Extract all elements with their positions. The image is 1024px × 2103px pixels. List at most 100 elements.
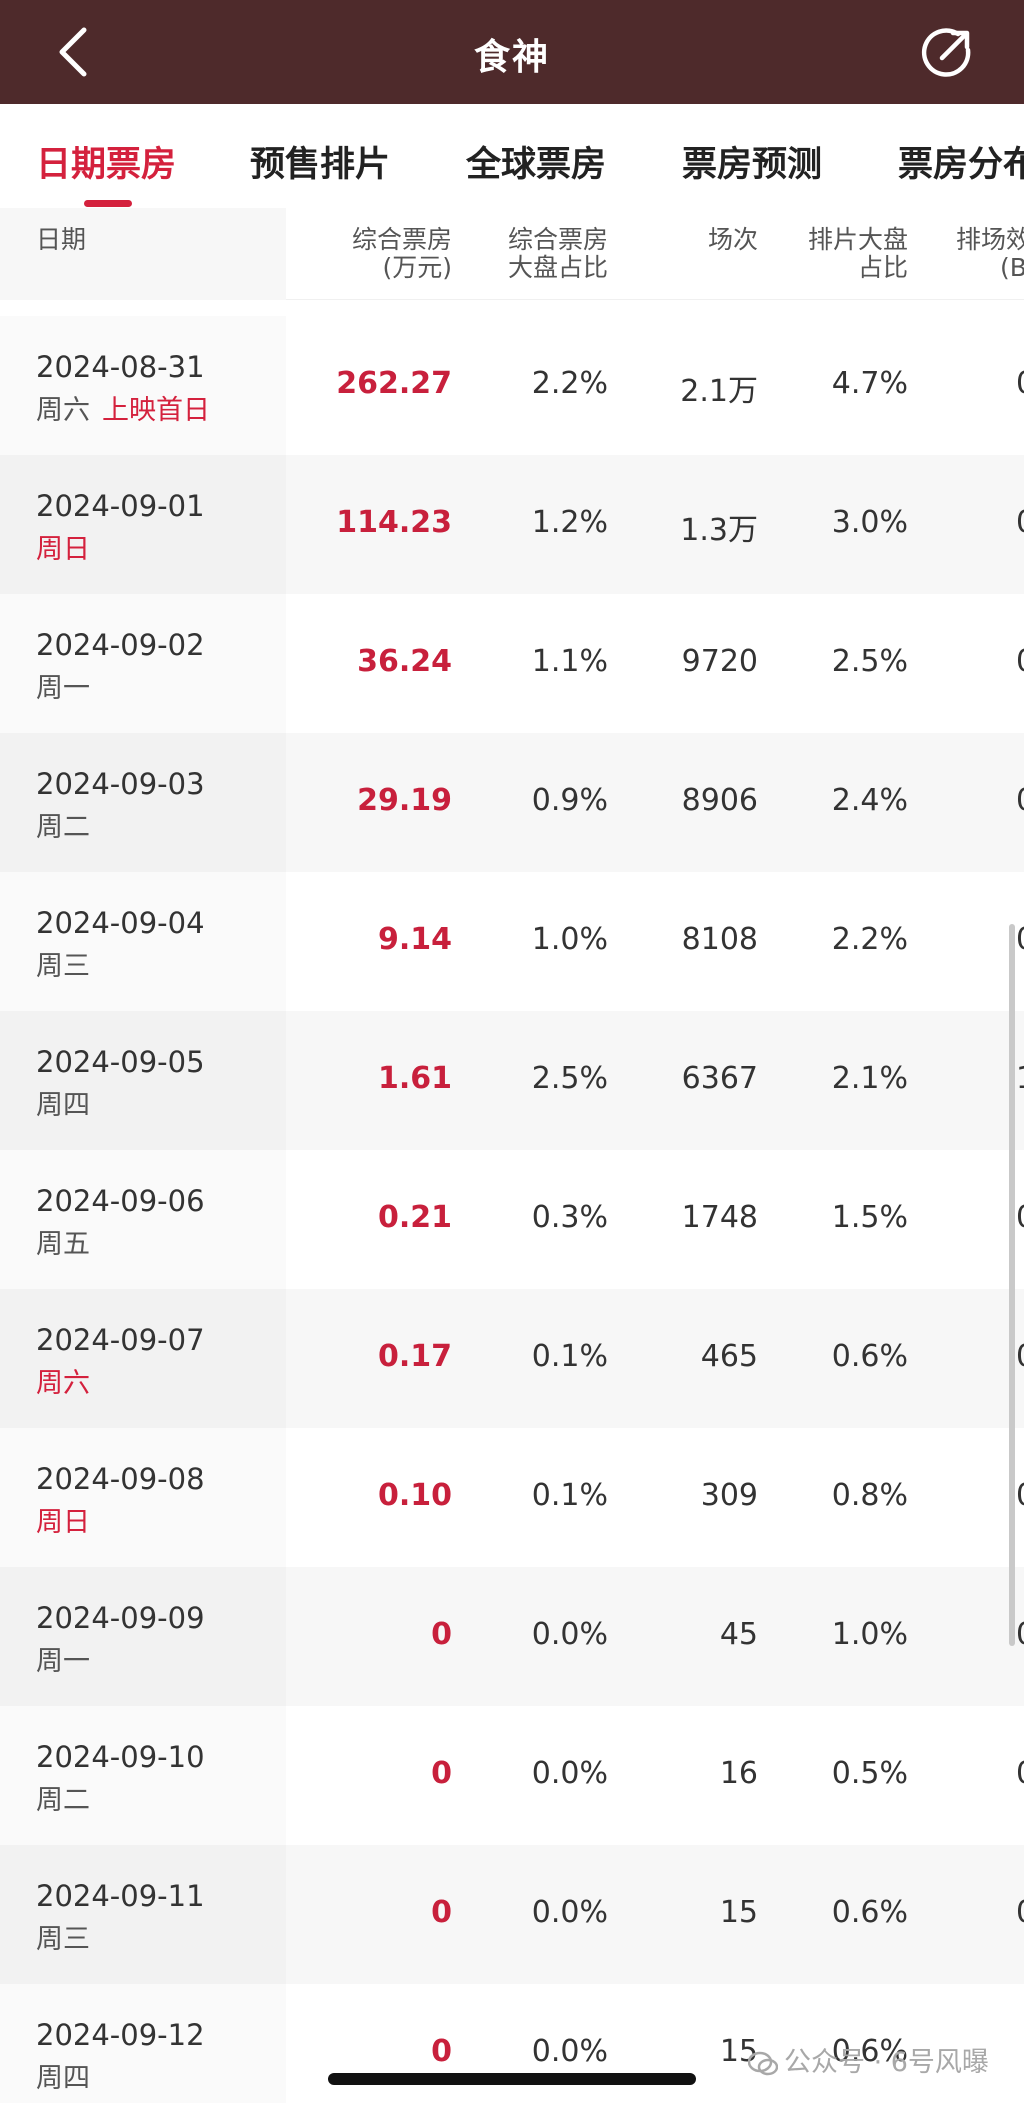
row-shows: 9720 [681, 644, 758, 679]
table-row[interactable]: 2024-09-12 周四 0 0.0% 15 0.6% [0, 1984, 1024, 2103]
row-shows: 6367 [681, 1061, 758, 1096]
column-header-share-line2: 大盘占比 [507, 253, 608, 282]
row-show-share: 2.1% [831, 1061, 908, 1096]
row-show-share: 2.5% [831, 644, 908, 679]
row-boxoffice: 262.27 [336, 366, 452, 401]
row-date: 2024-09-05 [36, 1045, 205, 1079]
back-button[interactable] [52, 26, 96, 78]
column-header-show-share[interactable]: 排片大盘 占比 [808, 226, 908, 282]
active-tab-indicator [84, 200, 132, 207]
row-efficiency: 0 [1016, 366, 1024, 401]
table-row[interactable]: 2024-09-08 周日 0.10 0.1% 309 0.8% 0 [0, 1428, 1024, 1567]
row-boxoffice: 114.23 [336, 505, 452, 540]
table-row[interactable]: 2024-09-11 周三 0 0.0% 15 0.6% 0 [0, 1845, 1024, 1984]
row-show-share: 0.6% [831, 1895, 908, 1930]
table-row[interactable]: 2024-09-02 周一 36.24 1.1% 9720 2.5% 0 [0, 594, 1024, 733]
row-shows: 45 [719, 1617, 758, 1652]
table-row[interactable]: 2024-09-09 周一 0 0.0% 45 1.0% 0 [0, 1567, 1024, 1706]
row-date: 2024-09-06 [36, 1184, 205, 1218]
row-weekday-line: 周日 [36, 1500, 90, 1539]
row-date: 2024-09-10 [36, 1740, 205, 1774]
column-header-efficiency-line2: (B [1000, 253, 1024, 282]
row-boxoffice: 0 [431, 1895, 452, 1930]
wechat-icon [748, 2051, 778, 2075]
table-row[interactable]: 2024-09-07 周六 0.17 0.1% 465 0.6% 0 [0, 1289, 1024, 1428]
row-boxoffice-share: 0.0% [531, 2034, 608, 2069]
row-shows: 8906 [681, 783, 758, 818]
table-row[interactable]: 2024-09-04 周三 9.14 1.0% 8108 2.2% 0 [0, 872, 1024, 1011]
row-boxoffice-share: 2.2% [531, 366, 608, 401]
scrollbar[interactable] [1009, 924, 1015, 1646]
tab-forecast[interactable]: 票房预测 [682, 145, 823, 185]
row-efficiency: 0 [1016, 1756, 1024, 1791]
row-weekday: 周日 [36, 1507, 90, 1538]
tab-global-boxoffice[interactable]: 全球票房 [466, 145, 607, 185]
row-boxoffice: 0.17 [377, 1339, 452, 1374]
row-date: 2024-09-08 [36, 1462, 205, 1496]
watermark: 公众号 · 6号风曝 [748, 2040, 989, 2079]
row-weekday-line: 周三 [36, 944, 90, 983]
row-boxoffice-share: 0.3% [531, 1200, 608, 1235]
row-date: 2024-09-04 [36, 906, 205, 940]
row-shows: 309 [700, 1478, 758, 1513]
tab-distribution[interactable]: 票房分布 [898, 145, 1024, 185]
row-date: 2024-09-12 [36, 2018, 205, 2052]
column-header-show-share-line1: 排片大盘 [807, 225, 908, 254]
row-show-share: 0.6% [831, 2034, 908, 2069]
row-weekday: 周三 [36, 1924, 90, 1955]
row-boxoffice-share: 0.9% [531, 783, 608, 818]
table-row[interactable]: 2024-09-03 周二 29.19 0.9% 8906 2.4% 0 [0, 733, 1024, 872]
row-show-share: 3.0% [831, 505, 908, 540]
row-weekday-line: 周日 [36, 527, 90, 566]
watermark-text: 公众号 · 6号风曝 [784, 2047, 989, 2078]
row-weekday: 周一 [36, 1646, 90, 1677]
tab-daily-boxoffice[interactable]: 日期票房 [36, 145, 177, 185]
column-header-shows[interactable]: 场次 [707, 225, 758, 254]
table-row[interactable]: 2024-09-01 周日 114.23 1.2% 1.3万 3.0% 0 [0, 455, 1024, 594]
tab-presale[interactable]: 预售排片 [250, 145, 391, 185]
row-boxoffice: 0 [431, 2034, 452, 2069]
row-shows: 1.3万 [680, 513, 758, 548]
row-boxoffice-share: 1.2% [531, 505, 608, 540]
home-indicator[interactable] [328, 2073, 696, 2085]
row-shows: 8108 [681, 922, 758, 957]
row-sticky-cell: 2024-09-05 周四 [0, 1011, 286, 1150]
row-efficiency: 0 [1016, 644, 1024, 679]
row-shows: 2.1万 [680, 374, 758, 409]
column-header-boxoffice-line1: 综合票房 [351, 225, 452, 254]
row-weekday: 周二 [36, 1785, 90, 1816]
share-icon [921, 28, 971, 77]
row-date: 2024-09-02 [36, 628, 205, 662]
table-body: 2024-08-31周六上映首日262.272.2%2.1万4.7%02024-… [0, 316, 1024, 2103]
row-sticky-cell: 2024-09-03 周二 [0, 733, 286, 872]
row-sticky-cell: 2024-09-11 周三 [0, 1845, 286, 1984]
column-header-date[interactable]: 日期 [36, 225, 87, 254]
chevron-left-icon [59, 27, 87, 77]
row-sticky-cell: 2024-08-31 周六 上映首日 [0, 316, 286, 455]
row-efficiency: 0 [1016, 783, 1024, 818]
row-efficiency: 0 [1016, 1200, 1024, 1235]
row-date: 2024-08-31 [36, 350, 205, 384]
row-weekday-line: 周二 [36, 805, 90, 844]
column-header-efficiency[interactable]: 排场效 (B [956, 226, 1024, 282]
row-weekday: 周一 [36, 673, 90, 704]
row-sticky-cell: 2024-09-10 周二 [0, 1706, 286, 1845]
column-header-boxoffice[interactable]: 综合票房 (万元) [352, 226, 452, 282]
table-row[interactable]: 2024-09-10 周二 0 0.0% 16 0.5% 0 [0, 1706, 1024, 1845]
table-row[interactable]: 2024-09-06 周五 0.21 0.3% 1748 1.5% 0 [0, 1150, 1024, 1289]
share-button[interactable] [920, 26, 974, 80]
column-header-share[interactable]: 综合票房 大盘占比 [508, 226, 608, 282]
row-weekday-line: 周六 上映首日 [36, 388, 210, 427]
table-row[interactable]: 2024-09-05 周四 1.61 2.5% 6367 2.1% 1 [0, 1011, 1024, 1150]
row-shows: 1748 [681, 1200, 758, 1235]
row-show-share: 0.6% [831, 1339, 908, 1374]
release-day-tag: 上映首日 [102, 395, 210, 426]
row-weekday-line: 周四 [36, 2056, 90, 2095]
row-efficiency: 0 [1016, 505, 1024, 540]
top-bar: 食神 [0, 0, 1024, 104]
row-boxoffice: 0.21 [377, 1200, 452, 1235]
row-weekday: 周六 [36, 395, 90, 426]
table-header: 日期 综合票房 (万元) 综合票房 大盘占比 场次 排片大盘 占比 排场效 (B [0, 208, 1024, 300]
